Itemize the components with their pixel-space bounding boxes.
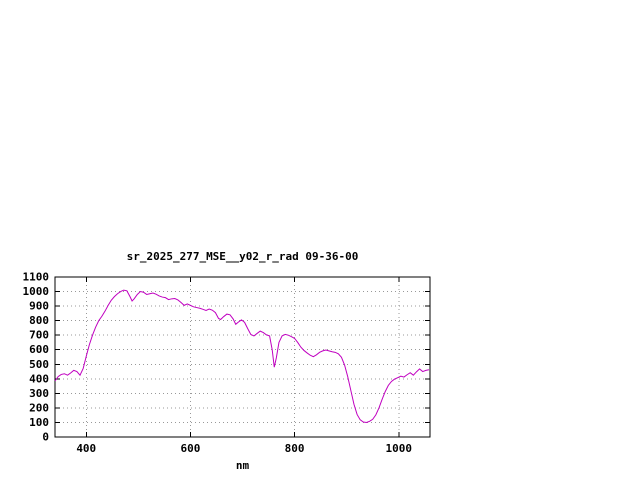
y-tick-label: 700 <box>29 329 49 342</box>
chart-title: sr_2025_277_MSE__y02_r_rad 09-36-00 <box>126 250 359 263</box>
y-tick-label: 100 <box>29 416 49 429</box>
x-tick-label: 800 <box>285 442 305 455</box>
y-tick-label: 600 <box>29 343 49 356</box>
y-tick-label: 400 <box>29 372 49 385</box>
x-axis-label: nm <box>235 459 250 472</box>
y-tick-label: 900 <box>29 300 49 313</box>
x-tick-label: 400 <box>76 442 96 455</box>
y-tick-label: 1000 <box>23 285 50 298</box>
y-tick-label: 500 <box>29 358 49 371</box>
y-tick-label: 200 <box>29 401 49 414</box>
y-tick-label: 1100 <box>23 271 50 284</box>
y-tick-label: 0 <box>42 431 49 444</box>
x-tick-label: 1000 <box>386 442 413 455</box>
x-tick-label: 600 <box>180 442 200 455</box>
spectrum-line <box>54 289 430 423</box>
y-tick-label: 300 <box>29 387 49 400</box>
y-tick-label: 800 <box>29 314 49 327</box>
